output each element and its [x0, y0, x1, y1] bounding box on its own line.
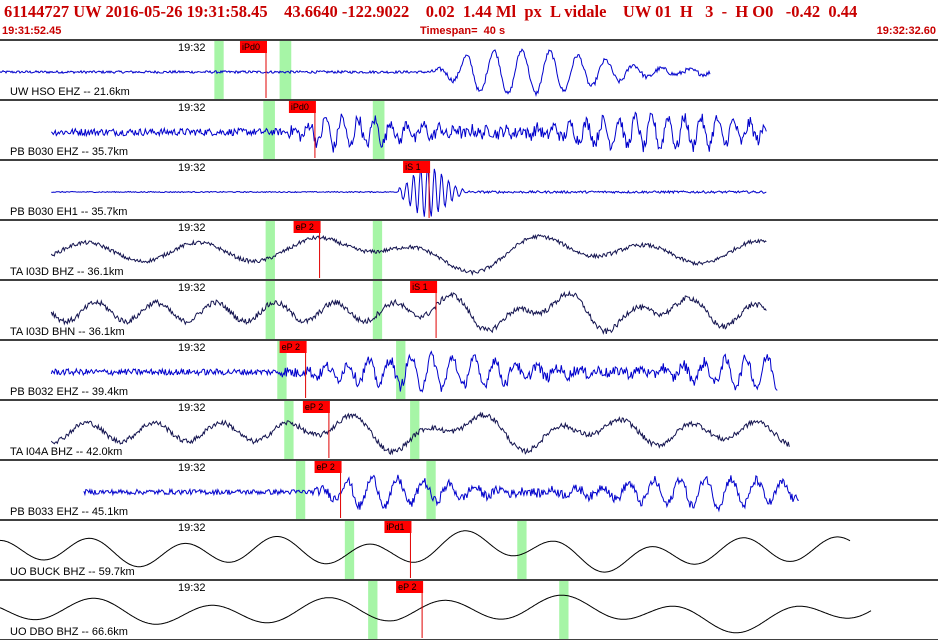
station-label: UW HSO EHZ -- 21.6km [10, 86, 130, 98]
station-label: TA I03D BHN -- 36.1km [10, 326, 125, 338]
pick-label: iS 1 [405, 162, 421, 172]
waveform-trace [50, 350, 778, 393]
station-label: TA I03D BHZ -- 36.1km [10, 266, 124, 278]
end-time-label: 19:32:32.60 [876, 25, 936, 37]
time-tick-label: 19:32 [178, 162, 206, 174]
pick-label: eP 2 [305, 402, 323, 412]
waveform-trace [0, 530, 851, 573]
trace-panel: 19:32 PB B030 EH1 -- 35.7km iS 1 [0, 161, 938, 221]
pick-label: eP 2 [398, 582, 416, 592]
time-tick-label: 19:32 [178, 42, 206, 54]
pick-label: iPd0 [291, 102, 309, 112]
waveform-trace [0, 48, 711, 97]
time-window-band [372, 221, 383, 279]
trace-panel: 19:32 UW HSO EHZ -- 21.6km iPd0 [0, 41, 938, 101]
time-window-band [559, 581, 569, 639]
trace-panel: 19:32 TA I03D BHN -- 36.1km iS 1 [0, 281, 938, 341]
trace-panel: 19:32 TA I03D BHZ -- 36.1km eP 2 [0, 221, 938, 281]
station-label: PB B030 EH1 -- 35.7km [10, 206, 127, 218]
waveform-trace [0, 594, 872, 634]
pick-marker [279, 341, 307, 353]
pick-marker [396, 581, 424, 593]
time-tick-label: 19:32 [178, 582, 206, 594]
time-window-band [214, 41, 224, 99]
time-window-band [372, 281, 383, 339]
station-label: TA I04A BHZ -- 42.0km [10, 446, 122, 458]
time-window-band [265, 281, 275, 339]
waveform-trace [50, 411, 790, 456]
pick-label: iS 1 [412, 282, 428, 292]
time-tick-label: 19:32 [178, 462, 206, 474]
pick-marker [293, 221, 321, 233]
station-label: PB B033 EHZ -- 45.1km [10, 506, 128, 518]
pick-marker [302, 401, 330, 413]
time-window-band [396, 341, 406, 399]
trace-panel: 19:32 PB B033 EHZ -- 45.1km eP 2 [0, 461, 938, 521]
pick-marker [403, 161, 431, 173]
time-window-band [344, 521, 355, 579]
time-window-band [426, 461, 436, 519]
waveform-trace [83, 474, 799, 513]
pick-marker [384, 521, 412, 533]
pick-label: iPd1 [386, 522, 404, 532]
pick-label: eP 2 [282, 342, 300, 352]
waveform-trace [50, 233, 767, 276]
station-label: UO DBO BHZ -- 66.6km [10, 626, 128, 638]
waveform-trace [50, 111, 767, 153]
time-window-band [284, 401, 294, 459]
pick-marker [288, 101, 316, 113]
pick-label: eP 2 [317, 462, 335, 472]
time-window-band [517, 521, 527, 579]
pick-label: eP 2 [296, 222, 314, 232]
pick-marker [314, 461, 342, 473]
time-tick-label: 19:32 [178, 522, 206, 534]
pick-marker [239, 41, 267, 53]
trace-panel: 19:32 UO BUCK BHZ -- 59.7km iPd1 [0, 521, 938, 581]
start-time-label: 19:31:52.45 [2, 25, 62, 37]
time-tick-label: 19:32 [178, 402, 206, 414]
pick-label: iPd0 [242, 42, 260, 52]
time-tick-label: 19:32 [178, 342, 206, 354]
pick-marker [410, 281, 438, 293]
station-label: UO BUCK BHZ -- 59.7km [10, 566, 135, 578]
timespan-label: Timespan= 40 s [420, 25, 506, 37]
time-tick-label: 19:32 [178, 282, 206, 294]
waveform-trace [50, 290, 767, 335]
time-window-band [279, 41, 292, 99]
time-window-band [295, 461, 306, 519]
trace-panel: 19:32 PB B030 EHZ -- 35.7km iPd0 [0, 101, 938, 161]
event-summary-line: 61144727 UW 2016-05-26 19:31:58.45 43.66… [4, 2, 858, 21]
time-window-band [277, 341, 287, 399]
time-window-band [265, 221, 275, 279]
trace-panel: 19:32 TA I04A BHZ -- 42.0km eP 2 [0, 401, 938, 461]
time-window-band [368, 581, 378, 639]
trace-panel: 19:32 PB B032 EHZ -- 39.4km eP 2 [0, 341, 938, 401]
time-window-band [263, 101, 275, 159]
time-tick-label: 19:32 [178, 222, 206, 234]
time-tick-label: 19:32 [178, 102, 206, 114]
station-label: PB B030 EHZ -- 35.7km [10, 146, 128, 158]
waveform-trace [51, 166, 767, 217]
trace-panel: 19:32 UO DBO BHZ -- 66.6km eP 2 [0, 581, 938, 640]
station-label: PB B032 EHZ -- 39.4km [10, 386, 128, 398]
time-window-band [410, 401, 420, 459]
